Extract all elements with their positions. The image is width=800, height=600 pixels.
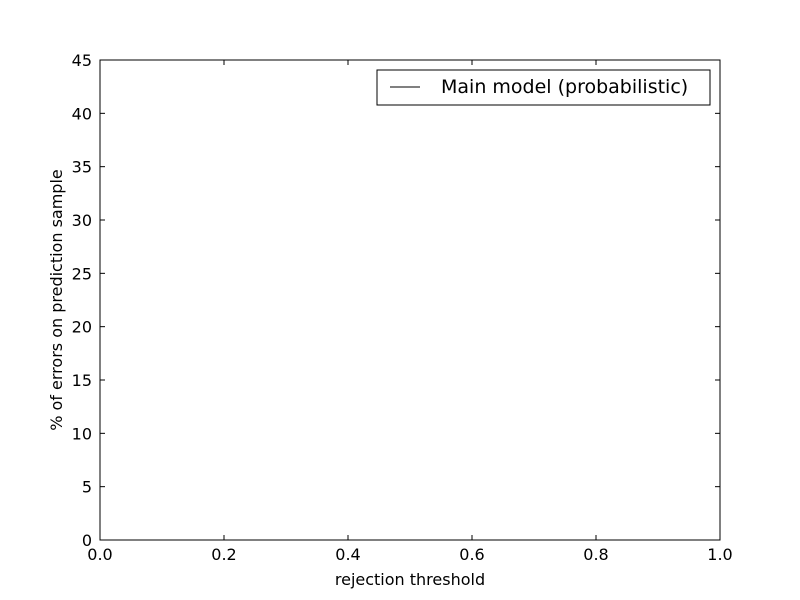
x-tick-label: 0.6 [459,545,484,564]
x-axis-ticks: 0.0 0.2 0.4 0.6 0.8 1.0 [87,60,733,564]
legend-label-main-model: Main model (probabilistic) [441,76,688,98]
y-tick-label: 10 [72,424,92,443]
y-tick-label: 35 [72,158,92,177]
x-tick-label: 0.0 [87,545,112,564]
y-tick-label: 40 [72,104,92,123]
x-tick-label: 0.8 [583,545,608,564]
y-tick-label: 45 [72,51,92,70]
y-tick-label: 30 [72,211,92,230]
y-tick-label: 25 [72,264,92,283]
plot-area [99,59,721,541]
y-axis-ticks: 0 5 10 15 20 25 30 35 40 45 [72,51,720,550]
y-tick-label: 20 [72,318,92,337]
x-tick-label: 0.4 [335,545,360,564]
x-axis-label: rejection threshold [335,570,485,589]
y-axis-label: % of errors on prediction sample [47,169,66,431]
legend-box [376,69,711,106]
y-tick-label: 15 [72,371,92,390]
legend: Main model (probabilistic) [376,69,711,106]
x-tick-label: 1.0 [707,545,732,564]
y-tick-label: 5 [82,478,92,497]
x-tick-label: 0.2 [211,545,236,564]
y-tick-label: 0 [82,531,92,550]
